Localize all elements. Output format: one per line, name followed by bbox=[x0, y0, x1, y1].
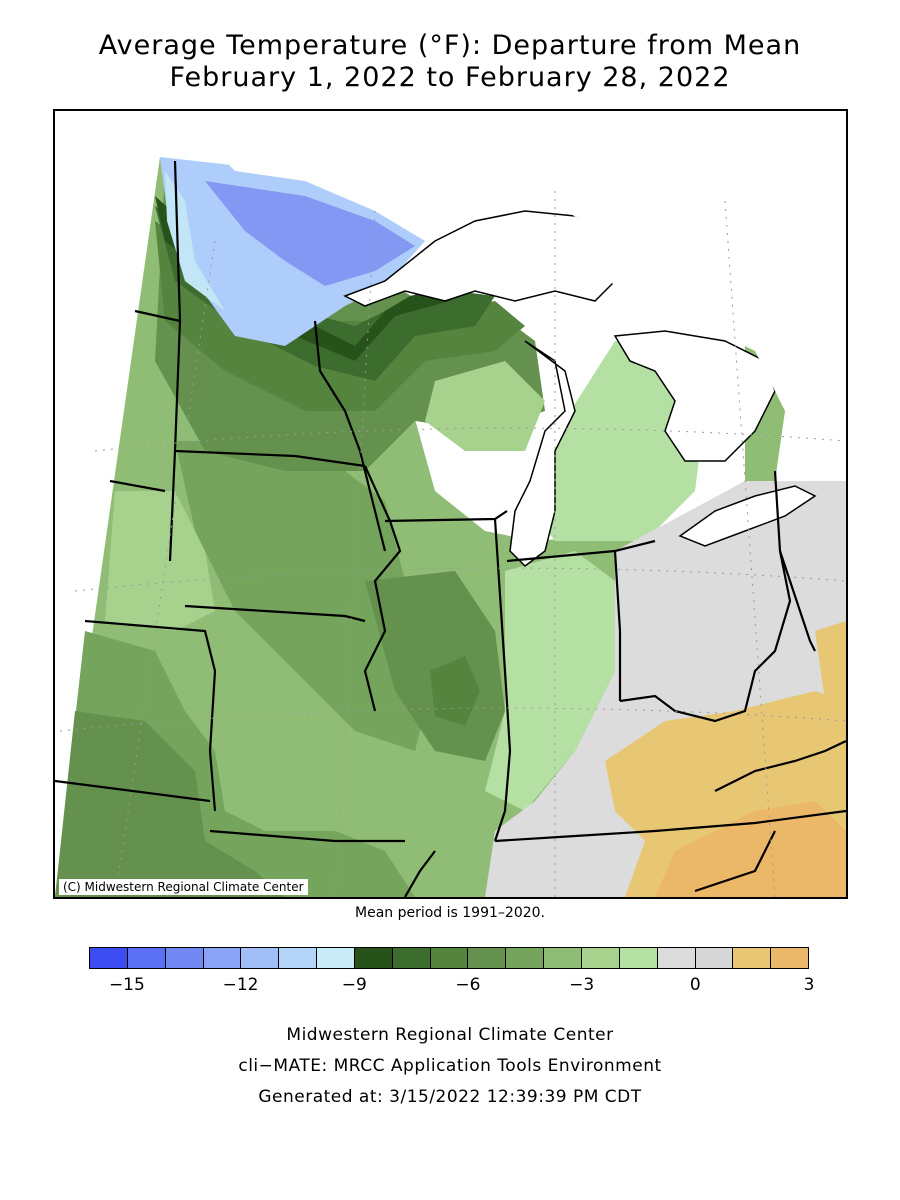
footer-generated: Generated at: 3/15/2022 12:39:39 PM CDT bbox=[258, 1087, 642, 1107]
region-se-warm-2 bbox=[655, 801, 846, 897]
lake-michigan bbox=[509, 340, 576, 567]
title-line-2: February 1, 2022 to February 28, 2022 bbox=[169, 62, 731, 93]
region-north-dark bbox=[155, 221, 525, 411]
color-legend bbox=[89, 947, 809, 969]
region-mn-cyan bbox=[165, 171, 225, 311]
lake-erie bbox=[678, 485, 817, 547]
title-line-1: Average Temperature (°F): Departure from… bbox=[98, 30, 802, 61]
legend-swatch bbox=[203, 948, 242, 968]
mean-period-note: Mean period is 1991–2020. bbox=[355, 905, 545, 921]
legend-swatch bbox=[392, 948, 431, 968]
legend-tick-label: 3 bbox=[803, 975, 815, 995]
legend-tick-label: −6 bbox=[455, 975, 481, 995]
state-boundaries bbox=[55, 160, 846, 897]
legend-swatch bbox=[241, 948, 280, 968]
region-west-light bbox=[105, 491, 215, 631]
legend-swatch bbox=[279, 948, 318, 968]
legend-swatch bbox=[165, 948, 204, 968]
temperature-departure-map bbox=[55, 111, 846, 897]
canada-north bbox=[215, 111, 846, 481]
legend-swatch bbox=[468, 948, 507, 968]
region-sw-darker bbox=[55, 711, 285, 897]
legend-swatch bbox=[430, 948, 469, 968]
legend-swatch bbox=[354, 948, 393, 968]
legend-swatch bbox=[544, 948, 582, 968]
legend-swatch bbox=[90, 948, 128, 968]
legend-swatch bbox=[581, 948, 620, 968]
legend-swatch bbox=[506, 948, 545, 968]
legend-tick-label: 0 bbox=[689, 975, 701, 995]
map-panel: (C) Midwestern Regional Climate Center bbox=[53, 109, 848, 899]
legend-swatch bbox=[127, 948, 166, 968]
legend-tick-label: −3 bbox=[569, 975, 595, 995]
legend-swatch bbox=[317, 948, 355, 968]
footer-tool: cli−MATE: MRCC Application Tools Environ… bbox=[238, 1056, 662, 1076]
legend-tick-label: −12 bbox=[222, 975, 259, 995]
legend-swatch bbox=[771, 948, 809, 968]
region-mn-blue bbox=[205, 181, 415, 286]
legend-swatch bbox=[695, 948, 734, 968]
lake-superior bbox=[343, 210, 616, 307]
copyright-label: (C) Midwestern Regional Climate Center bbox=[59, 879, 308, 895]
legend-tick-label: −9 bbox=[341, 975, 367, 995]
footer-org: Midwestern Regional Climate Center bbox=[286, 1025, 614, 1045]
legend-tick-label: −15 bbox=[108, 975, 145, 995]
lake-huron bbox=[613, 330, 776, 462]
region-central-mid bbox=[175, 441, 435, 751]
graticule bbox=[59, 191, 846, 897]
region-in-light bbox=[485, 551, 615, 811]
region-east-warm-edge bbox=[815, 621, 846, 711]
footer: Midwestern Regional Climate Center cli−M… bbox=[0, 1020, 900, 1113]
map-title: Average Temperature (°F): Departure from… bbox=[0, 30, 900, 94]
legend-swatch bbox=[733, 948, 772, 968]
region-north-darker bbox=[155, 206, 495, 381]
legend-swatch bbox=[619, 948, 658, 968]
legend-swatch bbox=[657, 948, 696, 968]
region-mi-light bbox=[525, 341, 705, 541]
